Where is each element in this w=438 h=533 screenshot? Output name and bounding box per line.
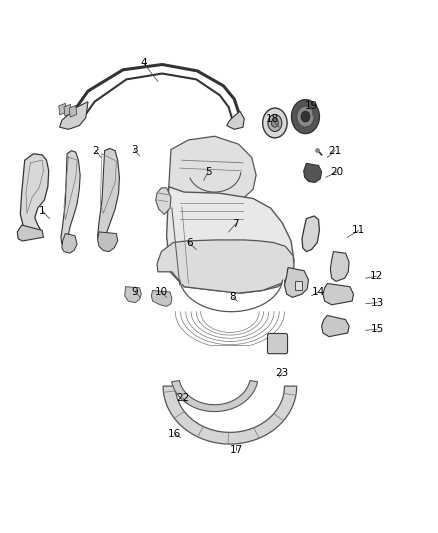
Text: 9: 9: [132, 287, 138, 297]
Text: 2: 2: [92, 146, 99, 156]
Polygon shape: [125, 287, 141, 303]
Polygon shape: [61, 151, 80, 244]
Text: 8: 8: [230, 292, 236, 302]
Polygon shape: [163, 386, 297, 444]
Circle shape: [291, 100, 319, 134]
Polygon shape: [20, 154, 49, 237]
Text: 15: 15: [371, 324, 384, 334]
Polygon shape: [64, 104, 71, 116]
Polygon shape: [321, 316, 349, 337]
Polygon shape: [59, 103, 66, 115]
Text: 7: 7: [232, 219, 239, 229]
Text: 4: 4: [141, 59, 147, 68]
Polygon shape: [62, 233, 77, 253]
FancyBboxPatch shape: [268, 334, 288, 354]
Polygon shape: [285, 268, 308, 297]
Text: 21: 21: [328, 146, 342, 156]
Text: 17: 17: [230, 445, 243, 455]
Circle shape: [301, 111, 310, 122]
Bar: [294, 281, 302, 290]
Polygon shape: [323, 284, 353, 305]
Polygon shape: [166, 187, 294, 293]
Polygon shape: [157, 240, 294, 293]
Text: 20: 20: [330, 167, 343, 177]
Circle shape: [268, 115, 282, 132]
Polygon shape: [69, 106, 77, 117]
Text: 5: 5: [205, 167, 212, 177]
Circle shape: [272, 119, 279, 127]
Polygon shape: [169, 136, 256, 198]
Polygon shape: [98, 149, 120, 243]
Text: 16: 16: [168, 429, 181, 439]
Polygon shape: [98, 232, 118, 252]
Polygon shape: [155, 188, 171, 214]
Text: 11: 11: [352, 225, 365, 236]
Text: 12: 12: [370, 271, 383, 281]
Text: 3: 3: [131, 144, 138, 155]
Text: 18: 18: [265, 114, 279, 124]
Text: 13: 13: [371, 297, 384, 308]
Polygon shape: [302, 216, 319, 252]
Polygon shape: [330, 252, 349, 281]
Circle shape: [263, 108, 287, 138]
Text: 23: 23: [276, 368, 289, 378]
Text: 10: 10: [155, 287, 168, 297]
Polygon shape: [304, 164, 321, 182]
Text: 6: 6: [186, 238, 193, 248]
Polygon shape: [17, 225, 43, 241]
Polygon shape: [172, 381, 258, 411]
Polygon shape: [151, 290, 172, 306]
Text: 22: 22: [177, 393, 190, 403]
Text: 19: 19: [305, 101, 318, 111]
Text: 1: 1: [39, 206, 46, 216]
Polygon shape: [60, 102, 88, 130]
Text: 14: 14: [312, 287, 325, 297]
Polygon shape: [227, 111, 244, 130]
Circle shape: [297, 106, 314, 127]
